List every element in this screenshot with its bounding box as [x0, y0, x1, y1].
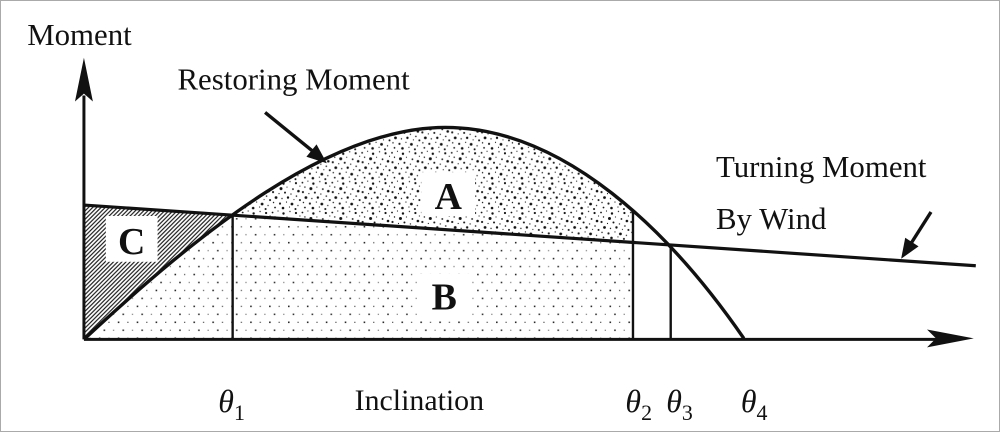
region-a-label: A	[435, 176, 463, 218]
wind-line-label-line1: Turning Moment	[716, 150, 927, 184]
theta3-tick-label: θ3	[666, 384, 693, 425]
theta1-symbol: θ	[218, 384, 234, 419]
theta3-symbol: θ	[666, 384, 682, 419]
region-b-fill	[83, 215, 633, 340]
x-axis-label: Inclination	[355, 384, 484, 417]
theta4-subscript: 4	[757, 400, 768, 425]
x-axis-arrowhead	[927, 329, 974, 348]
restoring-curve-label: Restoring Moment	[178, 63, 411, 97]
region-c-label-box	[105, 216, 158, 262]
theta1-subscript: 1	[234, 400, 245, 425]
region-c-label: C	[118, 221, 145, 263]
theta4-tick-label: θ4	[741, 384, 768, 425]
theta1-tick-label: θ1	[218, 384, 245, 425]
region-a-label-box	[421, 172, 476, 216]
y-axis-label: Moment	[27, 18, 132, 52]
theta4-symbol: θ	[741, 384, 757, 419]
restoring-annotation-arrow	[264, 111, 327, 164]
theta3-subscript: 3	[682, 400, 693, 425]
wind-annotation-arrow	[901, 211, 933, 259]
y-axis-arrowhead	[74, 57, 93, 102]
region-b-label-box	[417, 273, 472, 318]
restoring-moment-curve	[82, 125, 746, 341]
theta2-symbol: θ	[625, 384, 641, 419]
theta2-tick-label: θ2	[625, 384, 652, 425]
wind-line-label-line2: By Wind	[716, 202, 827, 236]
theta2-subscript: 2	[641, 400, 652, 425]
region-b-label: B	[432, 277, 457, 319]
